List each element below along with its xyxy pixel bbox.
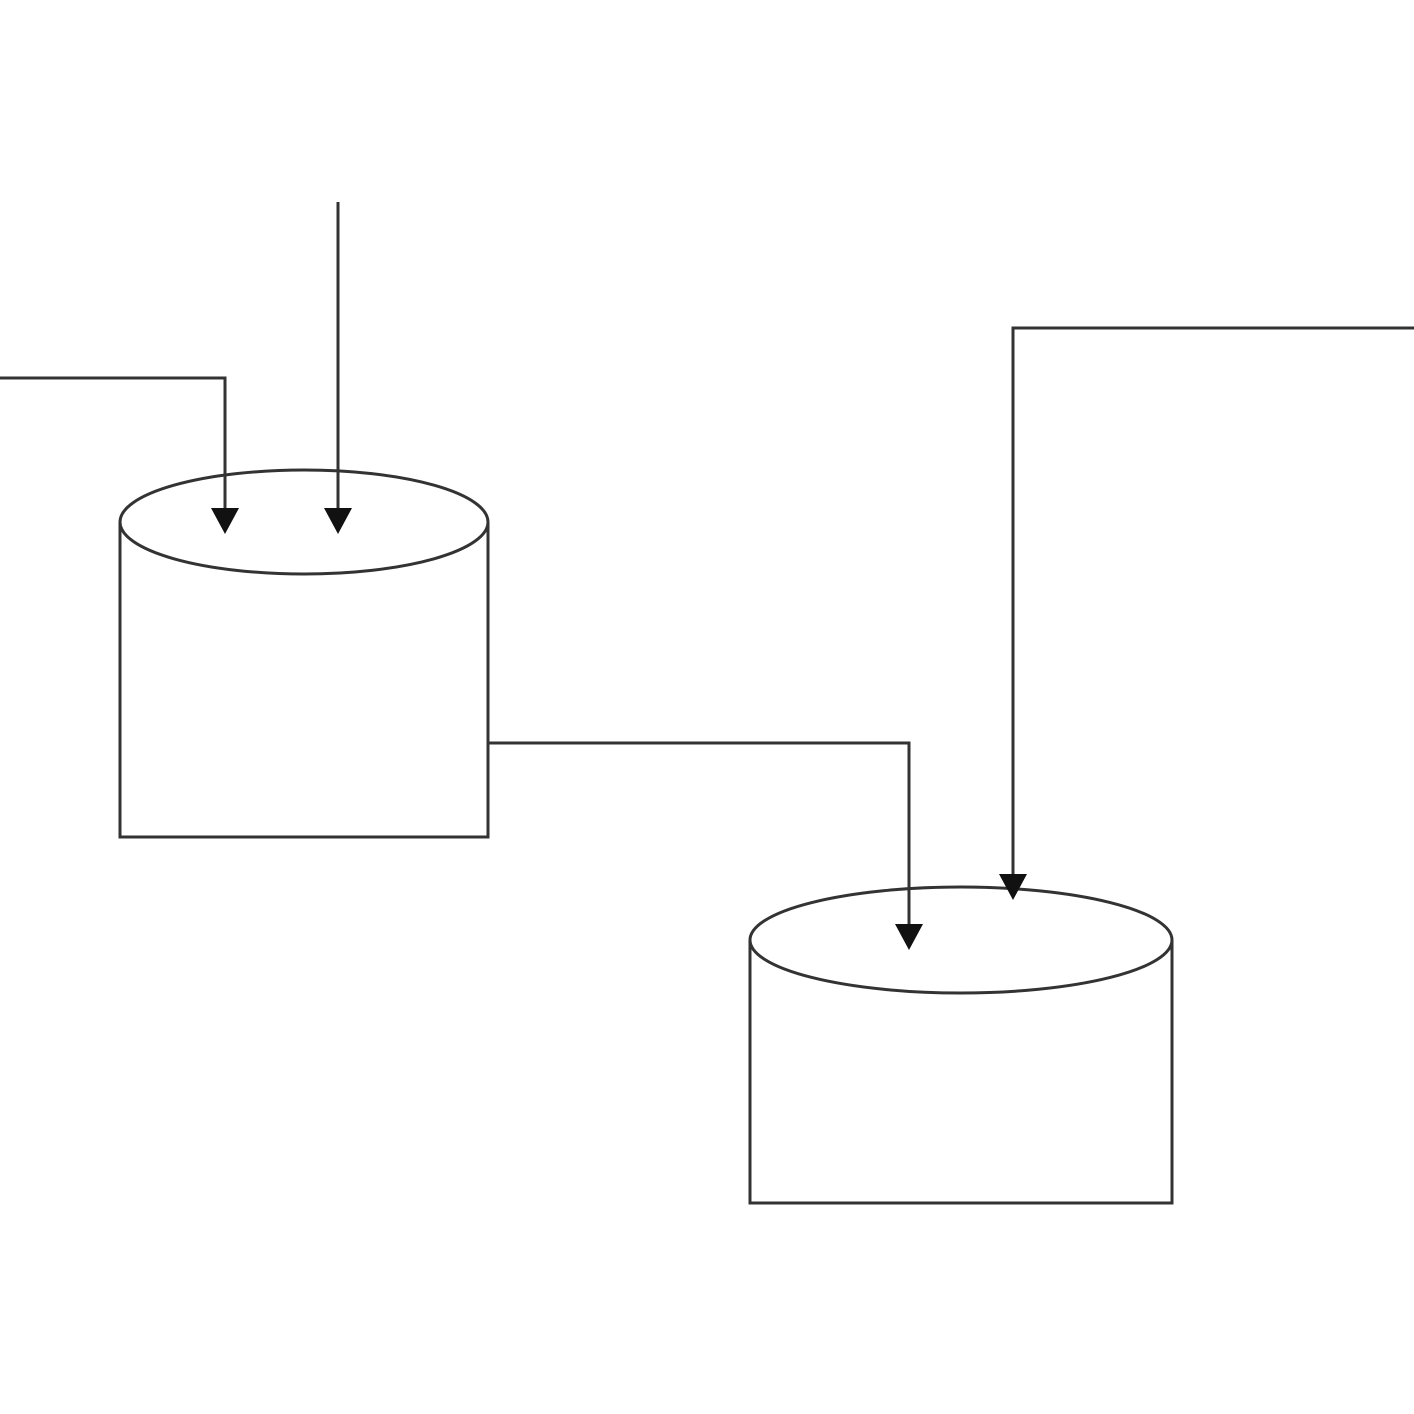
background	[0, 0, 1414, 1414]
diagram-canvas	[0, 0, 1414, 1414]
